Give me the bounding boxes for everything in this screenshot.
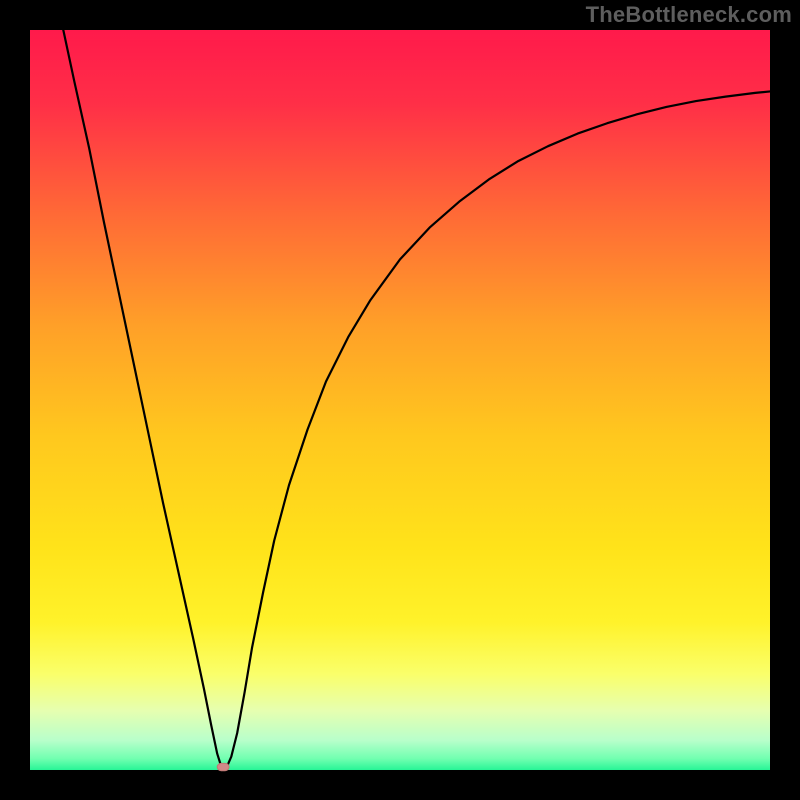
watermark-text: TheBottleneck.com (586, 2, 792, 28)
optimal-point-marker (217, 763, 229, 770)
chart-svg (0, 0, 800, 800)
chart-frame: TheBottleneck.com (0, 0, 800, 800)
